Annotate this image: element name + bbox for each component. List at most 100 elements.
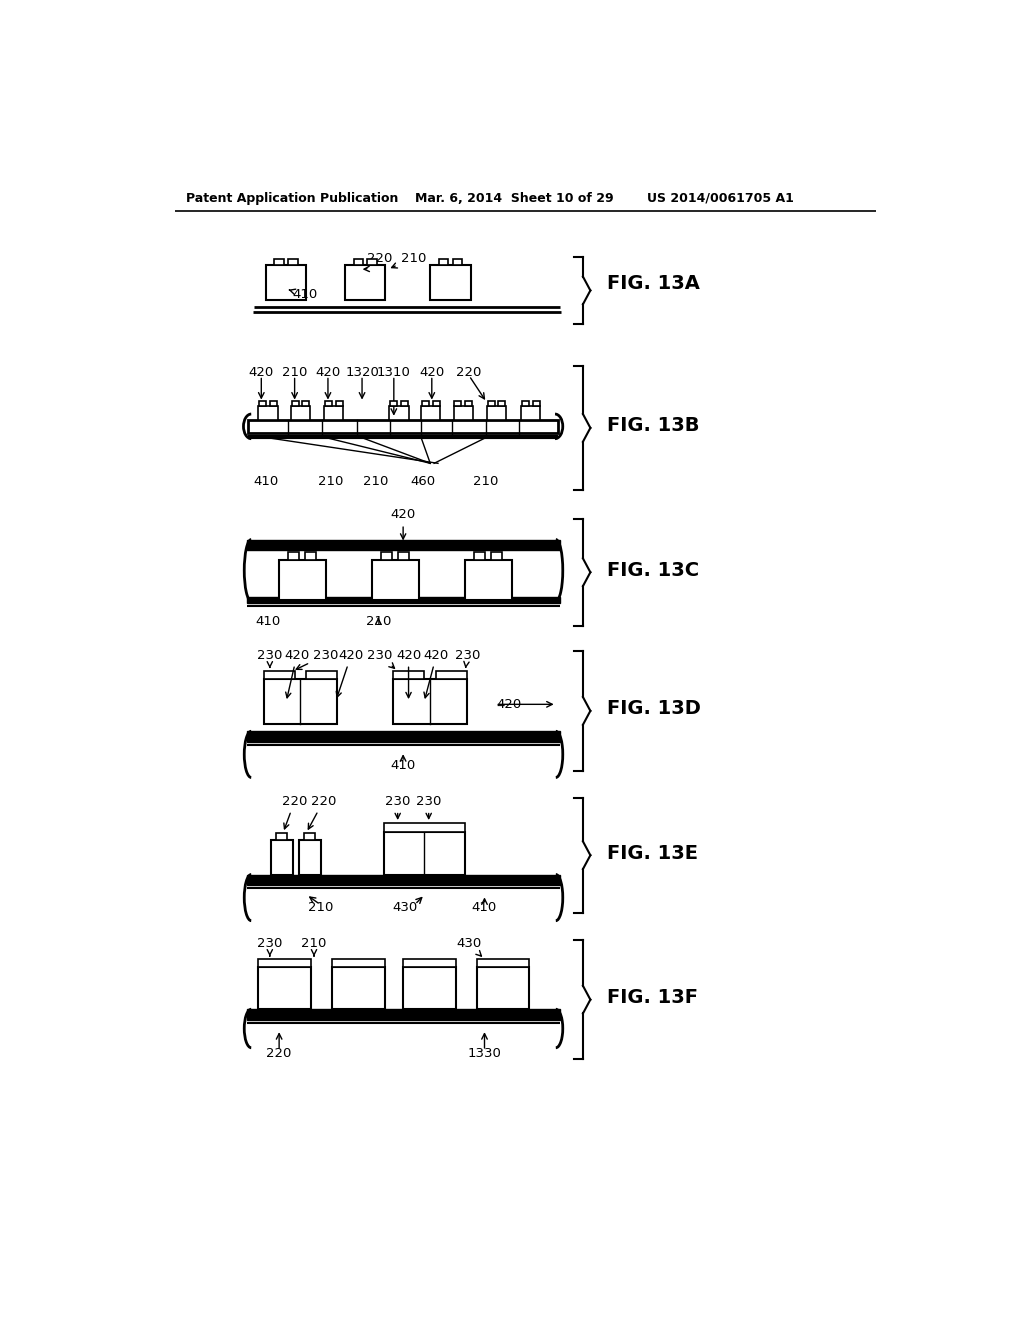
Bar bbox=[332, 966, 385, 1010]
Bar bbox=[521, 401, 528, 407]
Text: 430: 430 bbox=[393, 902, 418, 915]
Text: 410: 410 bbox=[256, 615, 281, 628]
Text: 210: 210 bbox=[366, 615, 391, 628]
Text: FIG. 13A: FIG. 13A bbox=[607, 273, 699, 293]
Text: 1310: 1310 bbox=[377, 366, 411, 379]
Bar bbox=[345, 265, 385, 300]
Text: 410: 410 bbox=[390, 759, 416, 772]
Text: 220: 220 bbox=[365, 252, 392, 272]
Bar bbox=[477, 966, 529, 1010]
Text: 230: 230 bbox=[257, 937, 283, 956]
Bar bbox=[247, 731, 560, 742]
Text: 210: 210 bbox=[473, 475, 499, 488]
Bar bbox=[421, 407, 440, 420]
Text: 210: 210 bbox=[282, 366, 307, 379]
Text: 1330: 1330 bbox=[468, 1047, 502, 1060]
Bar bbox=[403, 966, 456, 1010]
Bar bbox=[291, 407, 310, 420]
Bar bbox=[390, 401, 397, 407]
Bar bbox=[263, 678, 337, 723]
Text: FIG. 13D: FIG. 13D bbox=[607, 700, 700, 718]
Bar bbox=[259, 401, 266, 407]
Bar bbox=[306, 671, 337, 678]
Bar bbox=[393, 678, 467, 723]
Bar bbox=[465, 401, 472, 407]
Text: 420: 420 bbox=[419, 366, 444, 379]
Bar bbox=[299, 840, 321, 875]
Bar bbox=[400, 401, 408, 407]
Bar bbox=[263, 671, 295, 678]
Text: FIG. 13E: FIG. 13E bbox=[607, 843, 698, 863]
Text: 410: 410 bbox=[472, 902, 497, 915]
Bar bbox=[422, 401, 429, 407]
Bar bbox=[403, 960, 456, 966]
Text: 420: 420 bbox=[496, 698, 521, 711]
Bar bbox=[336, 401, 343, 407]
Text: 460: 460 bbox=[410, 475, 435, 488]
Text: 420: 420 bbox=[285, 648, 309, 698]
Text: 220: 220 bbox=[457, 366, 481, 379]
Bar bbox=[477, 960, 529, 966]
Bar bbox=[398, 552, 410, 560]
Text: 1320: 1320 bbox=[345, 366, 379, 379]
Bar bbox=[258, 407, 278, 420]
Text: 210: 210 bbox=[307, 902, 333, 915]
Bar bbox=[384, 822, 465, 832]
Bar bbox=[455, 401, 461, 407]
Text: 420: 420 bbox=[336, 648, 364, 697]
Bar bbox=[247, 597, 560, 603]
Bar bbox=[247, 875, 560, 886]
Bar bbox=[435, 671, 467, 678]
Bar bbox=[465, 560, 512, 599]
Bar bbox=[353, 259, 362, 265]
Text: 230: 230 bbox=[455, 648, 480, 668]
Text: 210: 210 bbox=[391, 252, 426, 268]
Text: 230: 230 bbox=[368, 648, 394, 668]
Bar bbox=[292, 401, 299, 407]
Text: 410: 410 bbox=[253, 475, 279, 488]
Bar bbox=[492, 552, 503, 560]
Bar bbox=[381, 552, 392, 560]
Bar bbox=[325, 401, 332, 407]
Text: 410: 410 bbox=[289, 288, 317, 301]
Bar bbox=[270, 401, 276, 407]
Bar bbox=[248, 420, 558, 433]
Bar bbox=[474, 552, 485, 560]
Text: FIG. 13F: FIG. 13F bbox=[607, 989, 698, 1007]
Bar bbox=[453, 259, 462, 265]
Bar bbox=[247, 1010, 560, 1020]
Bar bbox=[368, 259, 377, 265]
Bar bbox=[271, 840, 293, 875]
Text: US 2014/0061705 A1: US 2014/0061705 A1 bbox=[647, 191, 795, 205]
Text: 230: 230 bbox=[416, 795, 441, 818]
Bar bbox=[432, 401, 439, 407]
Text: 220: 220 bbox=[266, 1047, 292, 1060]
Bar bbox=[302, 401, 309, 407]
Bar bbox=[430, 265, 471, 300]
Text: Mar. 6, 2014  Sheet 10 of 29: Mar. 6, 2014 Sheet 10 of 29 bbox=[415, 191, 613, 205]
Bar bbox=[304, 833, 314, 840]
Bar bbox=[332, 960, 385, 966]
Bar bbox=[372, 560, 419, 599]
Bar bbox=[280, 560, 326, 599]
Bar bbox=[499, 401, 506, 407]
Text: FIG. 13B: FIG. 13B bbox=[607, 417, 699, 436]
Text: 420: 420 bbox=[424, 648, 450, 698]
Bar bbox=[289, 552, 299, 560]
Bar bbox=[324, 407, 343, 420]
Text: 420: 420 bbox=[396, 648, 421, 698]
Bar bbox=[532, 401, 540, 407]
Bar bbox=[438, 259, 449, 265]
Bar bbox=[266, 265, 306, 300]
Bar bbox=[393, 671, 424, 678]
Text: 420: 420 bbox=[249, 366, 274, 379]
Bar bbox=[274, 259, 284, 265]
Bar bbox=[486, 407, 506, 420]
Text: FIG. 13C: FIG. 13C bbox=[607, 561, 699, 579]
Text: 210: 210 bbox=[318, 475, 344, 488]
Text: 430: 430 bbox=[457, 937, 481, 956]
Text: 420: 420 bbox=[390, 508, 416, 539]
Text: 220: 220 bbox=[282, 795, 307, 829]
Text: 230: 230 bbox=[296, 648, 338, 669]
Bar bbox=[389, 407, 409, 420]
